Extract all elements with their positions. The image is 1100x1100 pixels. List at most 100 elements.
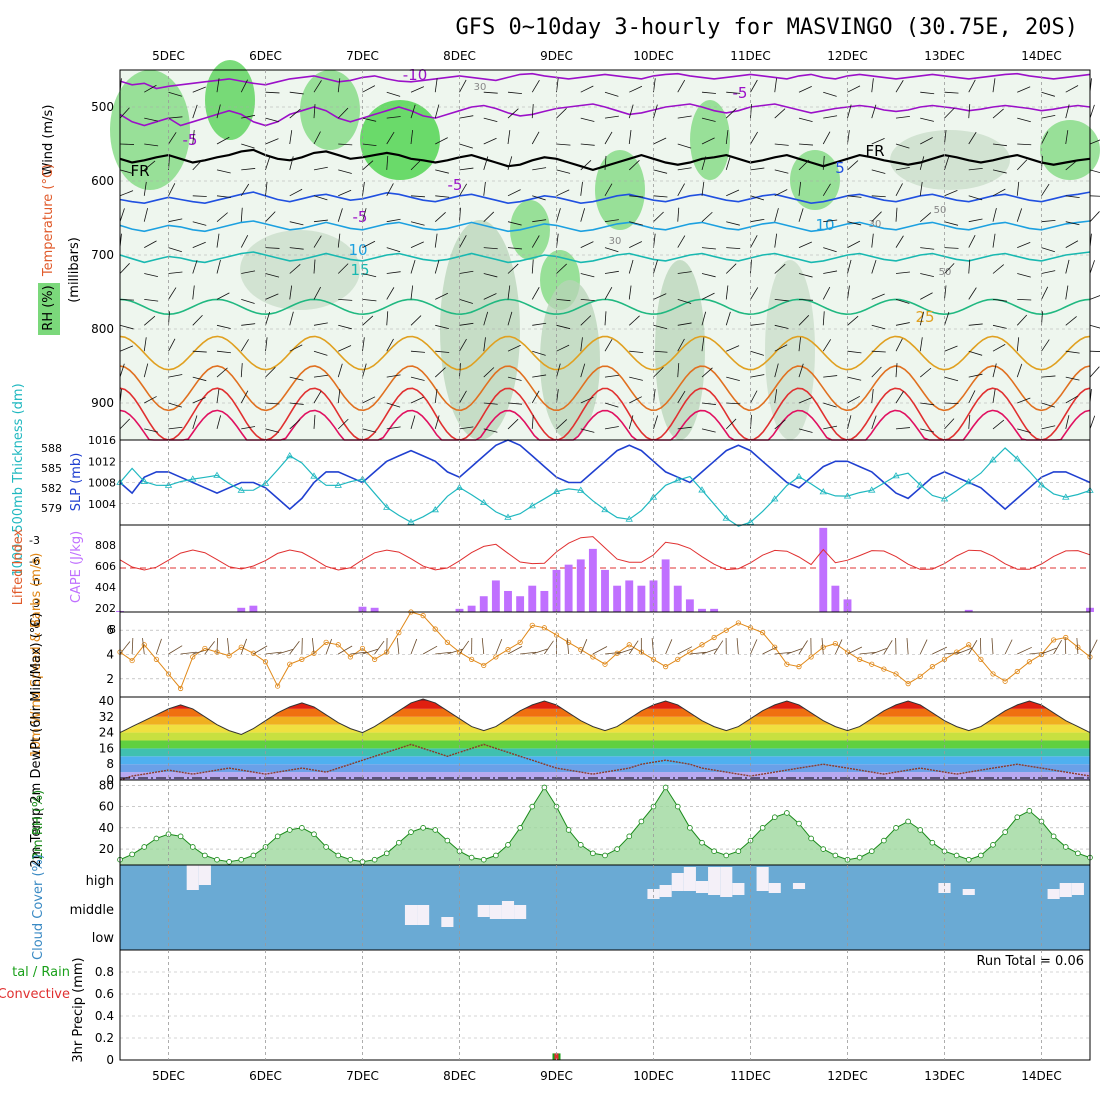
rh-point [299, 825, 305, 831]
wind-barb [338, 169, 352, 174]
wind-barb [556, 363, 561, 378]
wind-barb [313, 131, 321, 145]
thickness-marker [140, 477, 148, 484]
thickness-marker [407, 518, 415, 525]
wind-barb [895, 80, 904, 93]
wind-barb [1041, 339, 1050, 352]
wind-barb [192, 104, 198, 119]
wind-barb [119, 169, 134, 174]
lifted-tick-label: 3 [33, 597, 40, 610]
wind-barb [483, 91, 498, 94]
rh-shading-blob [510, 200, 550, 260]
wind-barb [168, 402, 182, 408]
wind-speed-point [663, 664, 669, 670]
wind-barb [544, 640, 554, 655]
wind-barb [992, 324, 1007, 329]
wind-barb [798, 159, 810, 171]
wind-barb [580, 363, 586, 378]
wind-barb [1041, 247, 1056, 253]
wind-barb [1041, 375, 1056, 378]
wind-barb [798, 640, 808, 655]
wind-barb [144, 396, 157, 404]
wind-speed-point [432, 626, 438, 632]
precip-tick-label: 0.8 [95, 965, 114, 979]
wind-barb [823, 402, 837, 408]
wind-barb [483, 211, 495, 222]
thickness-marker [843, 492, 852, 499]
cape-bar [564, 564, 573, 612]
wind-barb [1065, 221, 1080, 226]
wind-barb [677, 207, 680, 222]
cloud-patch [647, 889, 660, 899]
wind-barb [1041, 91, 1055, 97]
contour-label: 30 [474, 82, 487, 93]
wind-barb [410, 415, 416, 430]
wind-barb [750, 390, 758, 404]
wind-barb [991, 638, 994, 655]
wind-barb [944, 651, 961, 655]
wind-barb [1089, 104, 1095, 119]
rh-point [820, 846, 827, 852]
cape-bar [528, 585, 537, 612]
wind-barb [204, 641, 215, 655]
wind-barb [944, 418, 955, 430]
wind-barb [168, 247, 182, 253]
wind-barb [144, 84, 157, 93]
slp-tick-label: 1008 [88, 477, 116, 490]
bottom-x-tick-label: 13DEC [924, 1069, 964, 1083]
wind-barb [507, 189, 521, 197]
cloud-patch [695, 881, 709, 893]
wind-barb [1053, 639, 1062, 655]
cloud-sky [120, 865, 1090, 950]
wind-barb [265, 273, 280, 278]
wind-barb [507, 156, 513, 171]
wind-barb [871, 195, 886, 198]
wind-barb [289, 376, 304, 381]
wind-barb [241, 270, 256, 274]
wind-barb [507, 311, 513, 326]
cape-tick-label: 202 [95, 602, 116, 615]
rh-shading-blob [300, 70, 360, 150]
rh-point [735, 848, 742, 854]
wind-barb [313, 374, 328, 378]
wind-barb [532, 374, 547, 378]
rh-shading-blob [1040, 120, 1100, 180]
contour-label: 25 [915, 308, 934, 326]
wind-barb [459, 167, 474, 171]
wind-barb [434, 259, 440, 274]
wind-barb [386, 131, 395, 145]
wind-barb [906, 638, 909, 655]
wind-barb [520, 651, 537, 655]
contour-label: 50 [934, 205, 947, 216]
low-level-isotherm [119, 298, 1091, 316]
wind-barb [410, 195, 425, 198]
wind-barb [847, 130, 850, 145]
wind-speed-point [202, 645, 208, 652]
rh-point [153, 835, 160, 842]
wind-barb [143, 363, 149, 378]
wind-barb [847, 376, 862, 381]
wind-barb [992, 233, 996, 248]
wind-barb [1017, 397, 1031, 404]
wind-barb [883, 640, 893, 655]
wind-barb [968, 350, 983, 356]
wind-barb [604, 91, 619, 97]
wind-barb [677, 363, 680, 378]
wind-barb [580, 273, 595, 278]
wind-barb [629, 195, 644, 198]
wind-barb [459, 640, 470, 655]
wind-barb [919, 639, 928, 655]
wind-barb [265, 311, 271, 326]
wind-barb [1016, 337, 1020, 352]
wind-barb [362, 85, 376, 93]
wind-barb [556, 263, 567, 274]
wind-barb [725, 263, 737, 274]
wind-speed-point [796, 664, 802, 670]
wind-barb [774, 299, 789, 302]
thickness-tick-label: 585 [41, 462, 62, 475]
wind-barb [144, 143, 159, 147]
wind-barb [798, 273, 813, 278]
wind-barb [495, 638, 503, 655]
rh-point [141, 844, 148, 850]
wind-barb [1076, 638, 1079, 655]
